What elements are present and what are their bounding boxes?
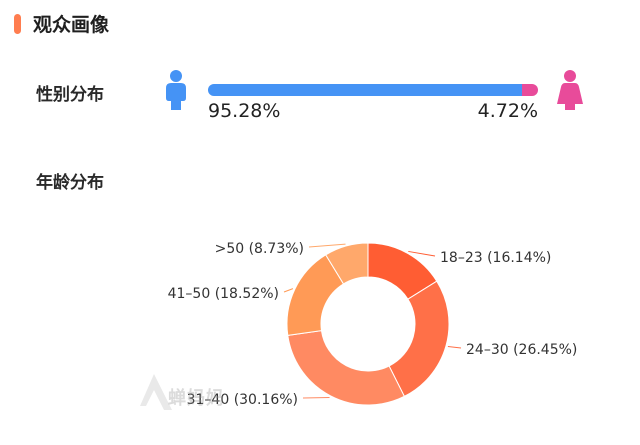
slice-24-30-label: 24–30 (26.45%) xyxy=(466,342,577,358)
slice-41-50-leader-line xyxy=(283,288,294,293)
slice-24-30-leader-line xyxy=(447,345,462,349)
watermark-text: 蝉妈妈 xyxy=(168,388,225,409)
slice-18-23-leader-line xyxy=(408,250,436,257)
gender-distribution-label: 性别分布 xyxy=(36,85,104,105)
female-percent: 4.72% xyxy=(477,100,538,122)
section-title: 观众画像 xyxy=(33,14,110,36)
male-percent: 95.28% xyxy=(208,100,281,122)
slice-18-23-label: 18–23 (16.14%) xyxy=(440,250,551,266)
slice-31-40 xyxy=(287,330,406,406)
slice-41-50-label: 41–50 (18.52%) xyxy=(168,286,279,302)
slice-over-50-leader-line xyxy=(308,243,346,248)
logo-watermark-icon xyxy=(140,374,172,410)
female-person-icon xyxy=(557,70,583,110)
male-person-icon xyxy=(166,70,186,110)
female-ratio-fill xyxy=(522,84,538,96)
slice-31-40-label: 31–40 (30.16%) xyxy=(187,392,298,408)
section-header: 观众画像 xyxy=(14,10,109,37)
male-ratio-fill xyxy=(208,84,523,96)
accent-bar xyxy=(14,13,21,34)
gender-ratio-bar xyxy=(208,84,538,96)
slice-over-50 xyxy=(325,242,369,285)
slice-24-30 xyxy=(388,280,450,398)
age-distribution-label: 年龄分布 xyxy=(36,173,104,193)
slice-over-50-label: >50 (8.73%) xyxy=(215,241,304,257)
